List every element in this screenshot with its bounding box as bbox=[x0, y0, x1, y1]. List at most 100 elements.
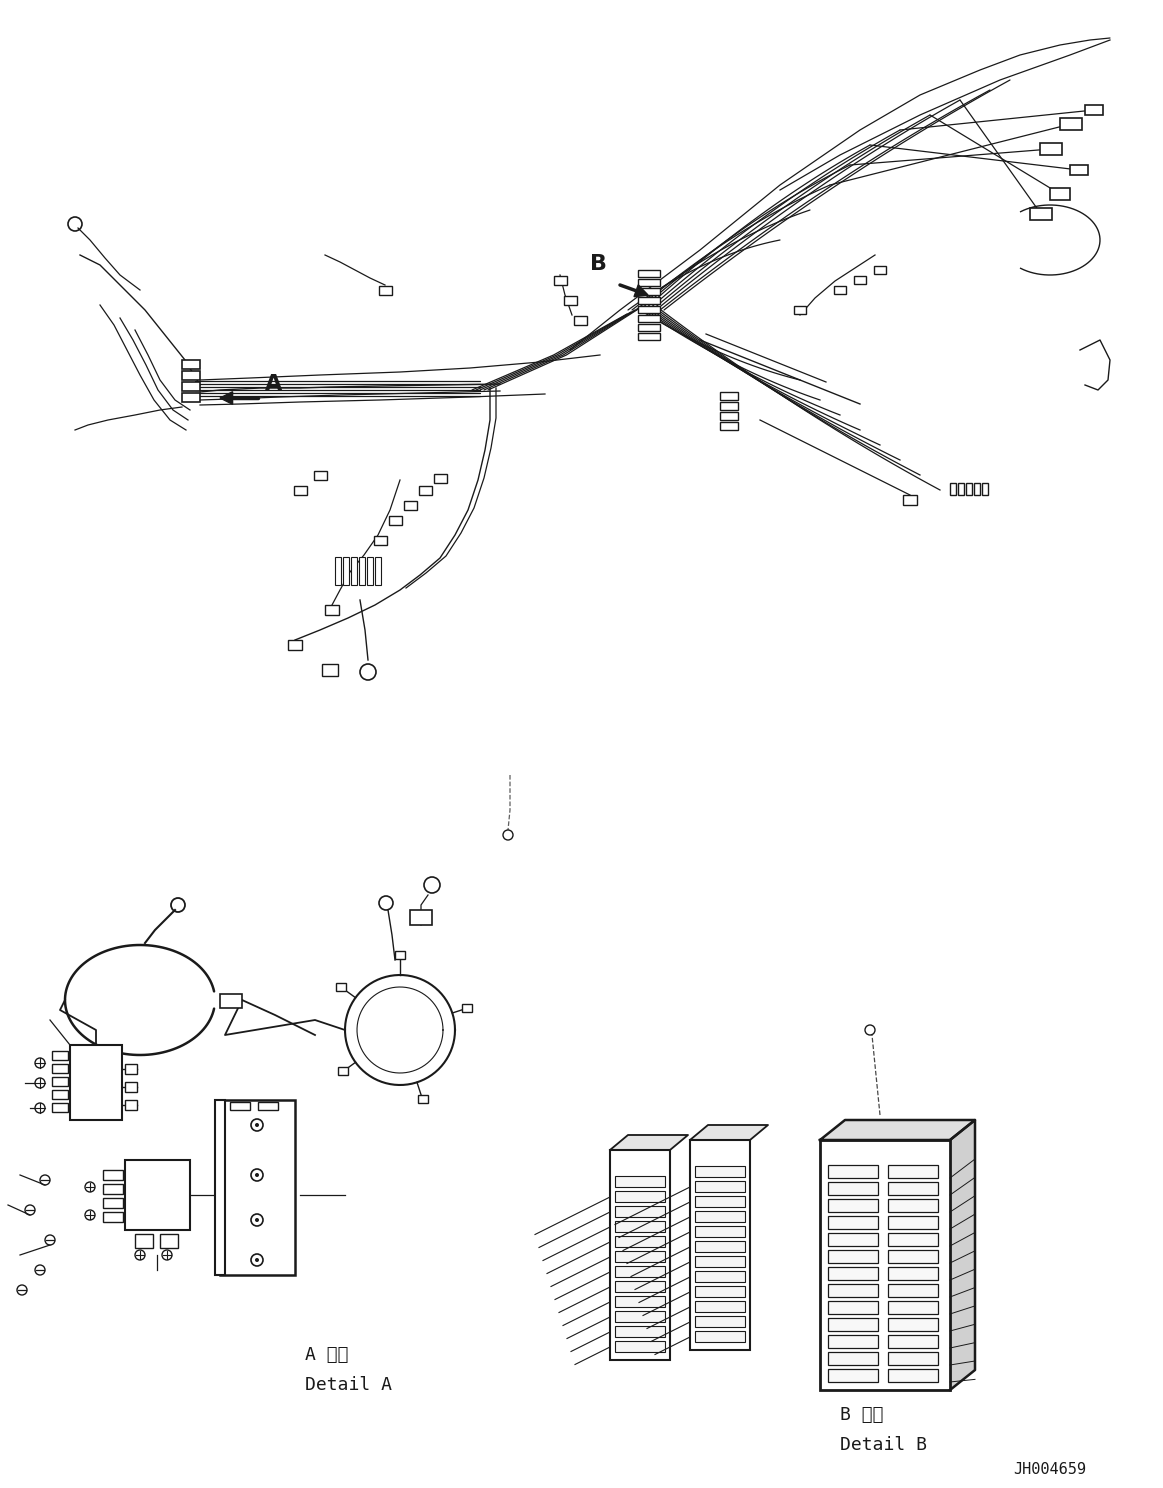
FancyBboxPatch shape bbox=[220, 994, 242, 1007]
FancyBboxPatch shape bbox=[124, 1161, 190, 1231]
FancyBboxPatch shape bbox=[1070, 165, 1089, 176]
FancyBboxPatch shape bbox=[720, 412, 739, 420]
FancyBboxPatch shape bbox=[828, 1335, 878, 1348]
FancyBboxPatch shape bbox=[638, 298, 659, 304]
FancyBboxPatch shape bbox=[889, 1301, 939, 1314]
FancyBboxPatch shape bbox=[181, 371, 200, 379]
FancyBboxPatch shape bbox=[70, 1045, 122, 1120]
FancyBboxPatch shape bbox=[1059, 118, 1082, 129]
FancyBboxPatch shape bbox=[889, 1250, 939, 1263]
FancyBboxPatch shape bbox=[374, 557, 381, 585]
FancyBboxPatch shape bbox=[720, 402, 739, 411]
FancyBboxPatch shape bbox=[181, 360, 200, 369]
FancyBboxPatch shape bbox=[638, 278, 659, 286]
FancyBboxPatch shape bbox=[615, 1237, 665, 1247]
FancyBboxPatch shape bbox=[889, 1165, 939, 1178]
FancyBboxPatch shape bbox=[854, 275, 866, 284]
FancyBboxPatch shape bbox=[104, 1213, 123, 1222]
Text: Detail B: Detail B bbox=[840, 1436, 927, 1454]
FancyBboxPatch shape bbox=[388, 515, 401, 524]
FancyBboxPatch shape bbox=[875, 266, 886, 274]
FancyBboxPatch shape bbox=[220, 1100, 295, 1275]
FancyBboxPatch shape bbox=[889, 1369, 939, 1382]
FancyBboxPatch shape bbox=[828, 1250, 878, 1263]
FancyBboxPatch shape bbox=[695, 1196, 745, 1207]
Polygon shape bbox=[611, 1135, 688, 1150]
FancyBboxPatch shape bbox=[828, 1284, 878, 1298]
FancyBboxPatch shape bbox=[124, 1064, 137, 1074]
FancyBboxPatch shape bbox=[1085, 106, 1103, 115]
FancyBboxPatch shape bbox=[889, 1318, 939, 1330]
FancyBboxPatch shape bbox=[1030, 208, 1053, 220]
FancyBboxPatch shape bbox=[828, 1301, 878, 1314]
FancyBboxPatch shape bbox=[160, 1234, 178, 1248]
FancyBboxPatch shape bbox=[554, 275, 566, 284]
FancyBboxPatch shape bbox=[889, 1266, 939, 1280]
FancyBboxPatch shape bbox=[695, 1271, 745, 1283]
FancyBboxPatch shape bbox=[828, 1181, 878, 1195]
FancyBboxPatch shape bbox=[820, 1140, 950, 1390]
FancyBboxPatch shape bbox=[834, 286, 846, 295]
Circle shape bbox=[255, 1123, 259, 1126]
FancyBboxPatch shape bbox=[720, 391, 739, 400]
Text: A 詳細: A 詳細 bbox=[305, 1347, 349, 1364]
FancyBboxPatch shape bbox=[104, 1184, 123, 1193]
FancyBboxPatch shape bbox=[695, 1286, 745, 1298]
FancyBboxPatch shape bbox=[615, 1222, 665, 1232]
FancyBboxPatch shape bbox=[404, 500, 416, 509]
FancyBboxPatch shape bbox=[462, 1004, 471, 1012]
FancyBboxPatch shape bbox=[695, 1256, 745, 1266]
FancyBboxPatch shape bbox=[828, 1266, 878, 1280]
Polygon shape bbox=[634, 284, 648, 296]
FancyBboxPatch shape bbox=[52, 1077, 67, 1086]
FancyBboxPatch shape bbox=[889, 1284, 939, 1298]
FancyBboxPatch shape bbox=[695, 1226, 745, 1237]
FancyBboxPatch shape bbox=[573, 315, 586, 324]
Text: B 詳細: B 詳細 bbox=[840, 1406, 884, 1424]
FancyBboxPatch shape bbox=[52, 1103, 67, 1112]
FancyBboxPatch shape bbox=[1050, 187, 1070, 199]
FancyBboxPatch shape bbox=[419, 485, 431, 494]
FancyBboxPatch shape bbox=[293, 485, 307, 494]
Text: JH004659: JH004659 bbox=[1013, 1463, 1086, 1478]
FancyBboxPatch shape bbox=[958, 484, 964, 496]
Polygon shape bbox=[690, 1125, 768, 1140]
FancyBboxPatch shape bbox=[690, 1140, 750, 1350]
FancyBboxPatch shape bbox=[104, 1170, 123, 1180]
FancyBboxPatch shape bbox=[368, 557, 373, 585]
FancyBboxPatch shape bbox=[615, 1311, 665, 1321]
FancyBboxPatch shape bbox=[124, 1100, 137, 1110]
Polygon shape bbox=[950, 1120, 975, 1390]
FancyBboxPatch shape bbox=[104, 1198, 123, 1208]
FancyBboxPatch shape bbox=[124, 1082, 137, 1092]
FancyBboxPatch shape bbox=[615, 1176, 665, 1187]
FancyBboxPatch shape bbox=[695, 1315, 745, 1327]
FancyBboxPatch shape bbox=[615, 1205, 665, 1217]
FancyBboxPatch shape bbox=[695, 1241, 745, 1251]
FancyBboxPatch shape bbox=[695, 1301, 745, 1312]
FancyBboxPatch shape bbox=[828, 1199, 878, 1213]
FancyBboxPatch shape bbox=[889, 1181, 939, 1195]
FancyBboxPatch shape bbox=[338, 1067, 349, 1076]
FancyBboxPatch shape bbox=[230, 1103, 250, 1110]
Polygon shape bbox=[820, 1120, 975, 1140]
FancyBboxPatch shape bbox=[889, 1335, 939, 1348]
FancyBboxPatch shape bbox=[828, 1165, 878, 1178]
FancyBboxPatch shape bbox=[411, 911, 431, 926]
FancyBboxPatch shape bbox=[288, 640, 302, 650]
FancyBboxPatch shape bbox=[889, 1216, 939, 1229]
FancyBboxPatch shape bbox=[418, 1095, 428, 1104]
FancyBboxPatch shape bbox=[611, 1150, 670, 1360]
Text: Detail A: Detail A bbox=[305, 1376, 392, 1394]
FancyBboxPatch shape bbox=[982, 484, 989, 496]
FancyBboxPatch shape bbox=[638, 315, 659, 321]
FancyBboxPatch shape bbox=[889, 1353, 939, 1364]
FancyBboxPatch shape bbox=[638, 324, 659, 330]
FancyBboxPatch shape bbox=[52, 1051, 67, 1059]
Circle shape bbox=[255, 1219, 259, 1222]
FancyBboxPatch shape bbox=[258, 1103, 278, 1110]
FancyBboxPatch shape bbox=[695, 1181, 745, 1192]
FancyBboxPatch shape bbox=[434, 473, 447, 482]
FancyBboxPatch shape bbox=[351, 557, 357, 585]
FancyBboxPatch shape bbox=[973, 484, 980, 496]
